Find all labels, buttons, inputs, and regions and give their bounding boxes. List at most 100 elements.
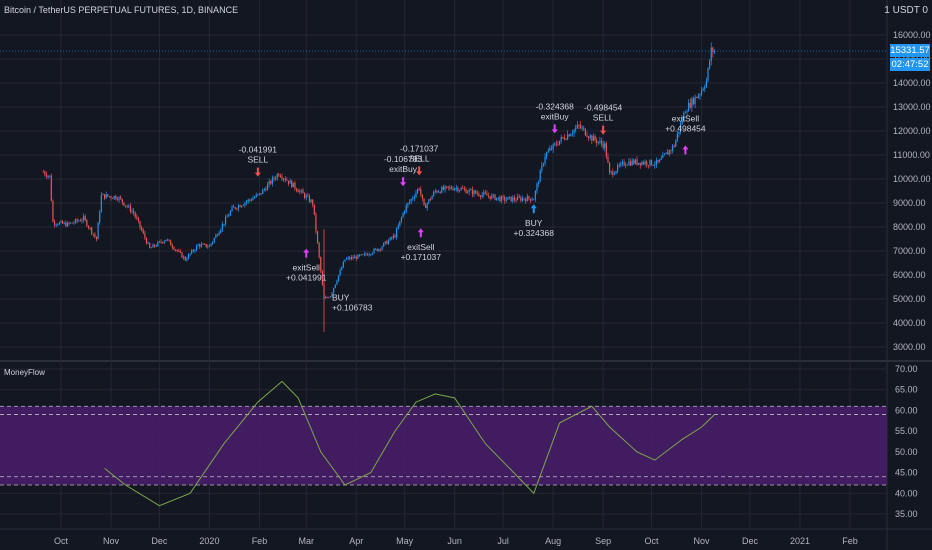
candle-body [142,230,144,234]
candle-body [341,267,343,271]
candle-body [709,61,711,68]
candle-body [120,197,122,199]
candle-body [337,275,340,281]
candle-body [307,195,309,197]
candle-body [486,193,488,196]
candle-body [149,242,151,248]
candle-body [431,195,433,200]
candle-body [512,197,514,202]
candle-body [555,143,557,145]
candle-body [304,193,306,198]
candle-body [63,222,65,224]
candle-body [325,297,327,299]
time-tick-label: Nov [694,536,711,546]
candle-body [638,162,640,165]
candle-body [613,173,616,175]
candle-body [281,176,283,179]
candle-body [713,51,716,53]
currency-label[interactable]: 1 USDT 0 [884,5,928,16]
indicator-tick-label: 50.00 [895,447,918,457]
candle-body [473,190,475,195]
candle-body [207,246,209,248]
candle-body [541,165,543,171]
candle-body [428,199,430,204]
signal-arrow-down [551,124,558,134]
candle-body [316,231,319,243]
time-tick-label: 2020 [199,536,219,546]
candle-body [631,160,633,166]
candle-body [273,177,275,179]
candle-body [494,194,496,200]
candle-body [300,190,303,191]
candle-body [150,247,152,249]
candle-body [166,239,169,241]
price-tick-label: 14000.00 [893,78,931,88]
candle-body [567,134,569,140]
candle-body [186,258,188,261]
candle-body [352,257,354,259]
candle-body [81,220,83,222]
candle-body [591,135,593,141]
candle-body [289,180,291,184]
candle-body [265,189,267,191]
candle-body [363,253,365,255]
candle-body [97,222,99,240]
candle-body [442,187,444,190]
money-flow-band-fill [0,406,887,485]
candle-body [589,135,591,138]
candle-body [508,196,511,198]
candle-body [558,140,561,145]
candle-body [492,194,495,196]
candle-body [565,139,567,141]
candle-body [531,199,533,201]
candle-body [463,188,465,190]
candle-body [502,196,504,198]
candle-body [600,140,603,144]
candle-body [579,125,582,128]
indicator-title[interactable]: MoneyFlow [4,368,45,377]
candle-body [652,164,654,166]
candle-body [523,198,525,200]
candle-body [79,220,81,222]
candle-body [573,129,575,134]
candle-body [228,215,230,217]
candle-body [420,189,422,195]
candle-body [686,111,688,113]
candle-body [684,112,687,114]
candle-body [144,233,146,239]
price-tick-label: 11000.00 [893,150,930,160]
candle-body [629,161,632,166]
price-candles [42,42,716,333]
candle-body [381,246,383,250]
candle-body [178,250,180,252]
candle-body [115,196,117,200]
signal-label: +0.106783 [332,303,373,313]
candle-body [45,174,48,177]
candle-body [107,194,109,197]
candle-body [510,196,512,202]
candle-body [134,212,136,217]
candle-body [447,186,449,188]
candle-body [92,233,94,235]
candle-body [113,196,115,199]
candle-body [612,171,614,175]
candle-body [704,86,706,89]
signal-label: -0.041991 [239,145,278,155]
signal-arrow-up [530,204,537,214]
candle-body [86,219,88,227]
candle-body [576,124,578,128]
candle-body [70,222,72,224]
candle-body [152,244,154,248]
candle-body [475,190,477,194]
candle-body [204,243,206,245]
candle-body [305,195,307,198]
time-tick-label: Jun [447,536,462,546]
signal-label: -0.171037 [400,143,439,153]
candle-body [615,171,617,174]
candle-body [578,124,580,126]
candle-body [260,193,262,195]
indicator-tick-label: 40.00 [895,488,918,498]
candle-body [349,257,351,260]
indicator-tick-label: 45.00 [895,468,918,478]
